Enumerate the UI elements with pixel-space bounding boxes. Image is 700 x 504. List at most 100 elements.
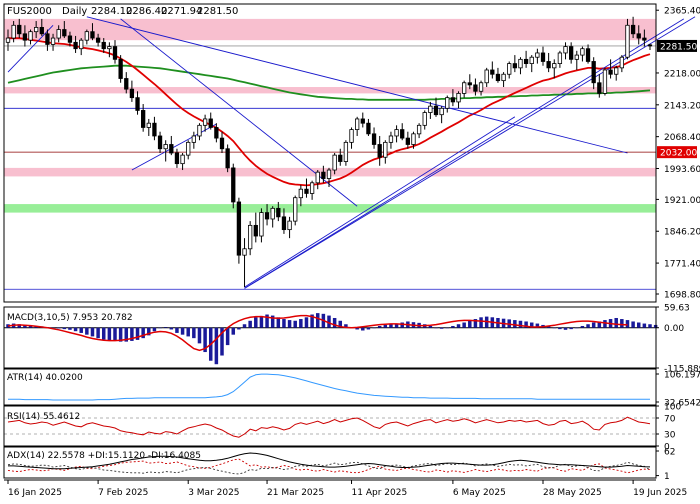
candle-69 — [394, 125, 399, 143]
rsi-label: RSI(14) 55.4612 — [7, 412, 80, 422]
candle-13 — [79, 38, 84, 56]
price-ytick-label-1: 2218.00 — [664, 69, 700, 79]
candle-68 — [388, 131, 394, 149]
candle-14 — [84, 29, 89, 45]
adx-line — [8, 452, 651, 470]
macd-bar-68 — [389, 324, 393, 328]
candle-21 — [124, 72, 129, 94]
candle-52 — [298, 184, 303, 207]
macd-bar-69 — [394, 323, 399, 328]
candle-body-83 — [473, 84, 478, 92]
candle-72 — [411, 131, 416, 149]
candle-body-84 — [478, 82, 484, 92]
candle-body-21 — [124, 78, 129, 90]
macd-bar-112 — [636, 322, 641, 328]
candle-55 — [315, 170, 320, 190]
time-tick-label-6: 28 May 2025 — [543, 488, 602, 498]
candle-28 — [163, 140, 168, 162]
panel-frame-adx — [3, 446, 657, 479]
candle-body-95 — [540, 52, 546, 62]
candle-113 — [642, 29, 647, 47]
price-ytick-label-5: 1921.00 — [664, 196, 700, 206]
trendline-3 — [131, 123, 217, 171]
macd-bar-83 — [473, 319, 478, 328]
candle-49 — [281, 208, 287, 234]
candle-body-86 — [490, 69, 495, 75]
macd-bar-52 — [299, 319, 303, 328]
macd-bar-101 — [575, 327, 579, 329]
candle-59 — [338, 148, 343, 166]
candle-103 — [585, 44, 591, 64]
candle-body-67 — [383, 141, 388, 158]
candle-50 — [287, 216, 292, 239]
macd-ytick-label-2: -115.889 — [664, 365, 700, 375]
macd-bar-17 — [101, 327, 106, 340]
time-tick-label-4: 11 Apr 2025 — [352, 488, 408, 498]
candle-body-79 — [450, 97, 456, 103]
macd-bar-80 — [456, 324, 461, 328]
candle-body-11 — [67, 35, 73, 43]
candle-58 — [332, 153, 337, 175]
atr-ytick-label-1: 32.6542 — [664, 399, 700, 409]
candle-75 — [428, 101, 433, 119]
candle-18 — [107, 42, 112, 58]
price-ytick-label-8: 1698.80 — [664, 290, 700, 300]
macd-bar-44 — [254, 317, 258, 328]
candle-body-47 — [270, 207, 275, 220]
price-tag-label-1: 2281.50 — [660, 42, 697, 52]
candle-34 — [197, 123, 202, 141]
candle-body-105 — [597, 82, 602, 94]
candle-body-8 — [50, 37, 56, 45]
macd-bar-77 — [439, 327, 444, 329]
candle-body-18 — [107, 46, 112, 50]
candle-109 — [619, 55, 624, 73]
candle-0 — [5, 29, 11, 51]
macd-bar-113 — [642, 323, 647, 328]
header-period: Daily — [62, 6, 87, 17]
candle-body-55 — [315, 171, 320, 184]
macd-bar-24 — [141, 327, 145, 339]
candle-body-6 — [39, 27, 44, 35]
candle-73 — [416, 123, 422, 139]
candle-37 — [214, 123, 219, 143]
candle-57 — [326, 167, 332, 188]
macd-bar-97 — [552, 327, 557, 329]
macd-bar-9 — [56, 327, 61, 329]
candle-body-97 — [552, 63, 557, 69]
candle-17 — [101, 38, 106, 53]
candle-body-65 — [371, 133, 377, 145]
horizontal-levels — [4, 45, 656, 290]
macd-label: MACD(3,10,5) 7.953 20.782 — [7, 313, 133, 323]
candle-body-31 — [180, 154, 185, 165]
macd-bar-103 — [586, 324, 590, 328]
macd-bar-21 — [124, 327, 129, 342]
macd-bar-51 — [293, 320, 297, 328]
price-axis: 2365.40 2218.00 2143.20 2068.40 1993.60 1921.… — [656, 7, 700, 482]
candle-8 — [50, 33, 56, 51]
macd-bar-22 — [130, 327, 134, 341]
candle-11 — [67, 31, 73, 47]
macd-bar-90 — [513, 320, 517, 328]
price-zone-resistance-1 — [4, 87, 656, 94]
panel-frame-rsi — [3, 405, 657, 447]
candle-96 — [546, 52, 551, 73]
candle-body-5 — [34, 27, 39, 33]
candle-body-39 — [225, 148, 230, 169]
candle-body-107 — [608, 69, 613, 75]
candle-body-61 — [349, 129, 354, 143]
candle-body-90 — [512, 63, 517, 69]
candle-body-34 — [197, 124, 202, 137]
macd-bar-79 — [451, 325, 455, 328]
candle-body-69 — [394, 129, 399, 137]
macd-bar-82 — [468, 320, 472, 328]
candle-body-23 — [135, 97, 140, 111]
macd-bar-45 — [259, 315, 264, 328]
candle-body-60 — [343, 141, 349, 162]
macd-bar-33 — [192, 327, 196, 339]
adx-ytick-label-1: 1 — [664, 472, 670, 482]
macd-bar-26 — [152, 327, 157, 332]
candle-4 — [28, 29, 33, 45]
time-axis: 16 Jan 2025 7 Feb 2025 3 Mar 2025 21 Mar 20… — [4, 479, 687, 498]
candle-23 — [135, 91, 140, 115]
